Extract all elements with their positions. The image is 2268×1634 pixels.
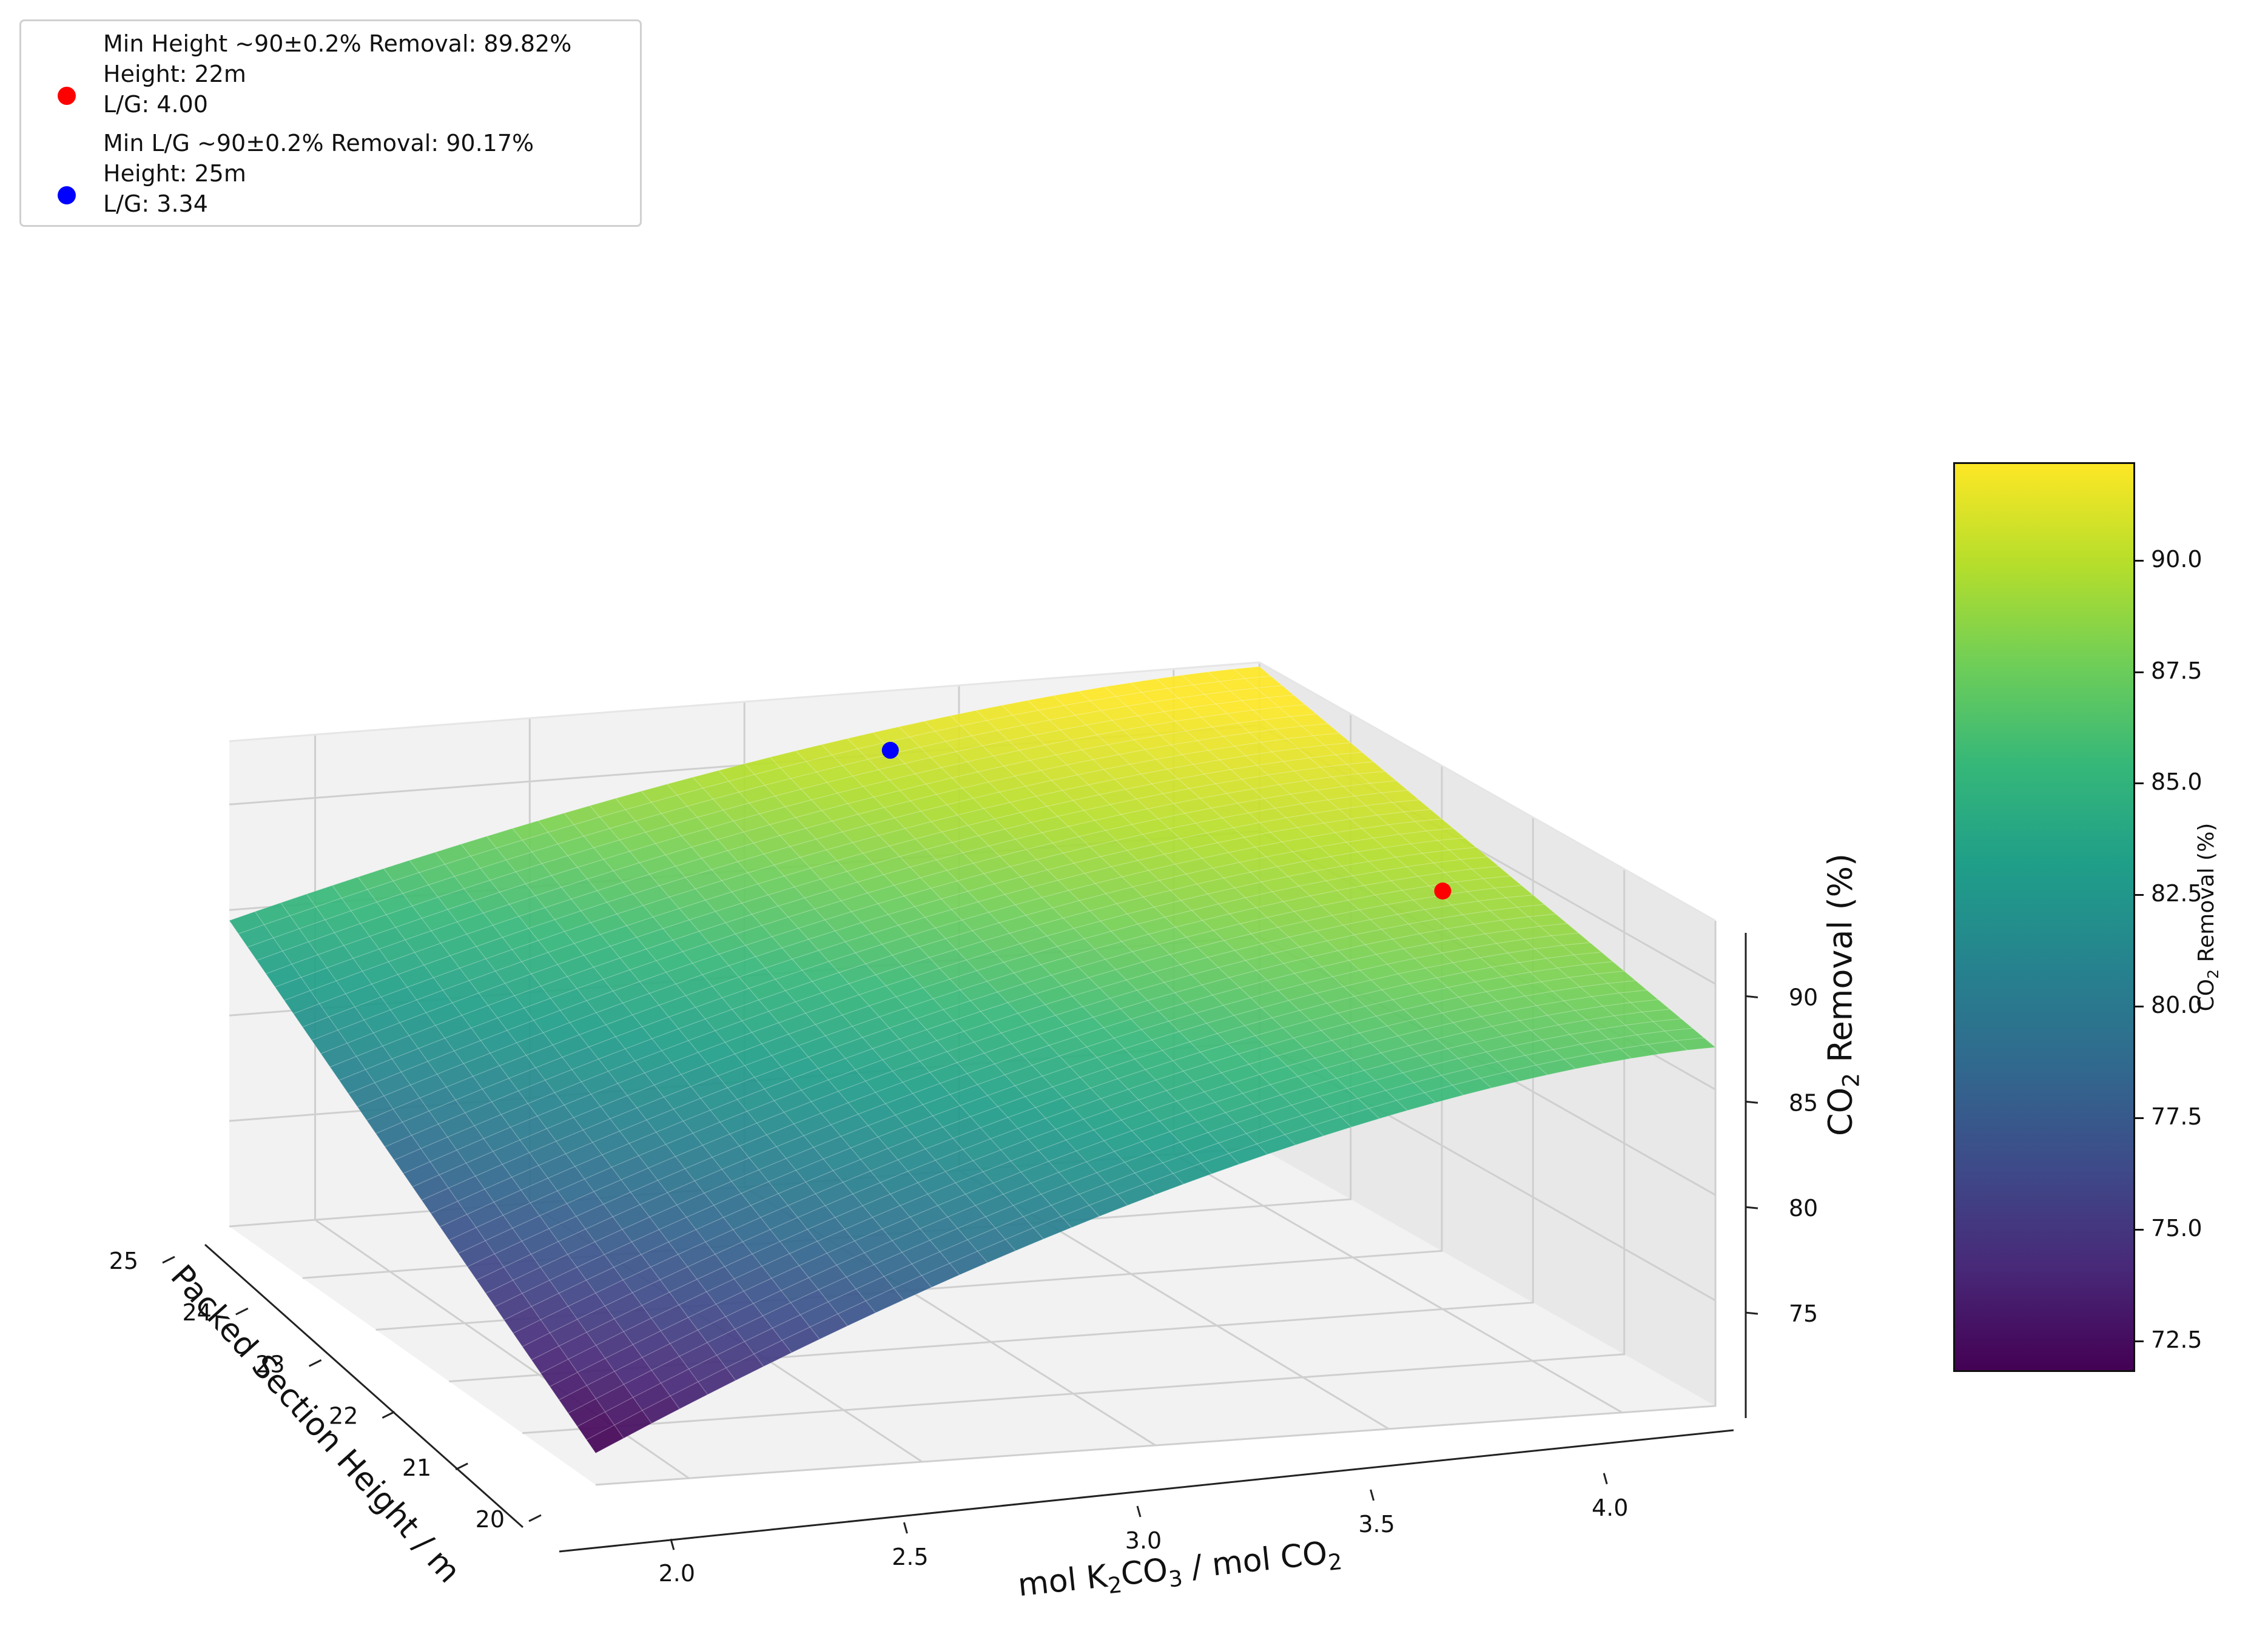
z-tick <box>1745 1206 1758 1209</box>
x-tick <box>455 1462 468 1471</box>
surface-cell <box>1607 980 1648 994</box>
x-tick-label: 22 <box>329 1403 358 1430</box>
colorbar-tick-label: 85.0 <box>2151 768 2202 796</box>
z-tick-label: 85 <box>1789 1089 1818 1116</box>
z-tick-label: 80 <box>1789 1195 1818 1222</box>
colorbar-tick-label: 82.5 <box>2151 880 2202 907</box>
z-tick <box>1745 995 1758 998</box>
y-tick-label: 2.5 <box>892 1544 928 1570</box>
colorbar-tick-mark <box>2135 559 2144 562</box>
x-tick <box>382 1411 395 1419</box>
colorbar-tick-label: 90.0 <box>2151 545 2202 573</box>
blue-dot-icon <box>58 186 76 204</box>
z-tick-label: 90 <box>1789 984 1818 1010</box>
colorbar-label: CO2 Removal (%) <box>2193 822 2223 1012</box>
y-tick <box>670 1538 675 1550</box>
x-tick-label: 20 <box>476 1506 505 1533</box>
legend-line: Min Height ~90±0.2% Removal: 89.82% <box>103 30 572 57</box>
x-tick-label: 23 <box>255 1351 284 1377</box>
surface-cell <box>1652 1018 1694 1032</box>
x-tick-label: 25 <box>109 1248 138 1274</box>
x-tick-label: 24 <box>182 1299 211 1326</box>
surface-cell <box>1675 1037 1717 1051</box>
x-tick <box>162 1256 175 1264</box>
red-point <box>1434 883 1452 900</box>
y-tick-label: 2.0 <box>659 1560 695 1587</box>
surface-cell <box>1618 989 1660 1003</box>
highlight-points <box>881 742 1452 900</box>
surface-cell <box>1516 904 1557 918</box>
z-tick-label: 75 <box>1789 1300 1818 1327</box>
tick-labels: 20 21 22 23 24 25 2.0 2.5 3.0 3.5 4.0 75 80 85 90 <box>109 984 1819 1587</box>
y-tick <box>1603 1473 1608 1485</box>
grid-line-x <box>595 921 1717 1486</box>
colorbar-tick-mark <box>2135 1117 2144 1119</box>
surface-cell <box>1595 970 1637 984</box>
y-tick-label: 3.5 <box>1358 1511 1395 1538</box>
colorbar-tick-mark <box>2135 894 2144 896</box>
y-tick <box>1370 1489 1375 1501</box>
y-tick-label: 3.0 <box>1125 1527 1162 1554</box>
colorbar-tick-mark <box>2135 1228 2144 1231</box>
surface-cell <box>1471 866 1512 879</box>
surface-cell <box>1550 932 1591 946</box>
legend-line: Height: 22m <box>103 61 246 87</box>
y-tick <box>903 1522 908 1534</box>
y-tick-label: 4.0 <box>1592 1494 1628 1521</box>
colorbar-tick-label: 87.5 <box>2151 657 2202 684</box>
legend-line: Height: 25m <box>103 160 246 187</box>
surface-cell <box>1414 818 1455 832</box>
legend-line: L/G: 4.00 <box>103 91 208 118</box>
surface-cell <box>1459 856 1500 870</box>
y-axis-line <box>559 1429 1734 1553</box>
surface-mesh <box>229 666 1717 1454</box>
axis-lines <box>204 933 1747 1553</box>
blue-point <box>881 742 899 759</box>
surface-cell <box>1641 1009 1683 1022</box>
z-axis-label: CO2 Removal (%) <box>1821 853 1865 1137</box>
z-tick <box>1745 1100 1758 1104</box>
surface-cell <box>1629 999 1671 1013</box>
x-axis-line <box>204 1243 523 1528</box>
colorbar-tick-mark <box>2135 782 2144 785</box>
x-tick <box>308 1359 322 1367</box>
x-tick-label: 21 <box>402 1454 431 1481</box>
legend: Min Height ~90±0.2% Removal: 89.82% Heig… <box>19 19 642 227</box>
legend-line: Min L/G ~90±0.2% Removal: 90.17% <box>103 130 534 156</box>
surface-cell <box>1505 894 1546 908</box>
colorbar: 72.5 75.0 77.5 80.0 82.5 85.0 87.5 90.0 <box>1953 462 2202 1372</box>
colorbar-tick-label: 77.5 <box>2151 1103 2202 1130</box>
surface-cell <box>1437 837 1477 851</box>
x-tick <box>528 1514 542 1522</box>
legend-line: L/G: 3.34 <box>103 190 208 217</box>
colorbar-tick-mark <box>2135 671 2144 673</box>
pane-edge <box>229 661 1716 922</box>
y-tick <box>1136 1505 1142 1518</box>
colorbar-tick-label: 75.0 <box>2151 1214 2202 1242</box>
colorbar-tick-mark <box>2135 1006 2144 1008</box>
red-dot-icon <box>58 87 76 105</box>
colorbar-tick-label: 80.0 <box>2151 992 2202 1019</box>
colorbar-gradient <box>1953 462 2135 1372</box>
z-tick <box>1745 1311 1758 1315</box>
colorbar-tick-label: 72.5 <box>2151 1326 2202 1353</box>
x-tick <box>235 1307 249 1316</box>
colorbar-tick-mark <box>2135 1340 2144 1342</box>
